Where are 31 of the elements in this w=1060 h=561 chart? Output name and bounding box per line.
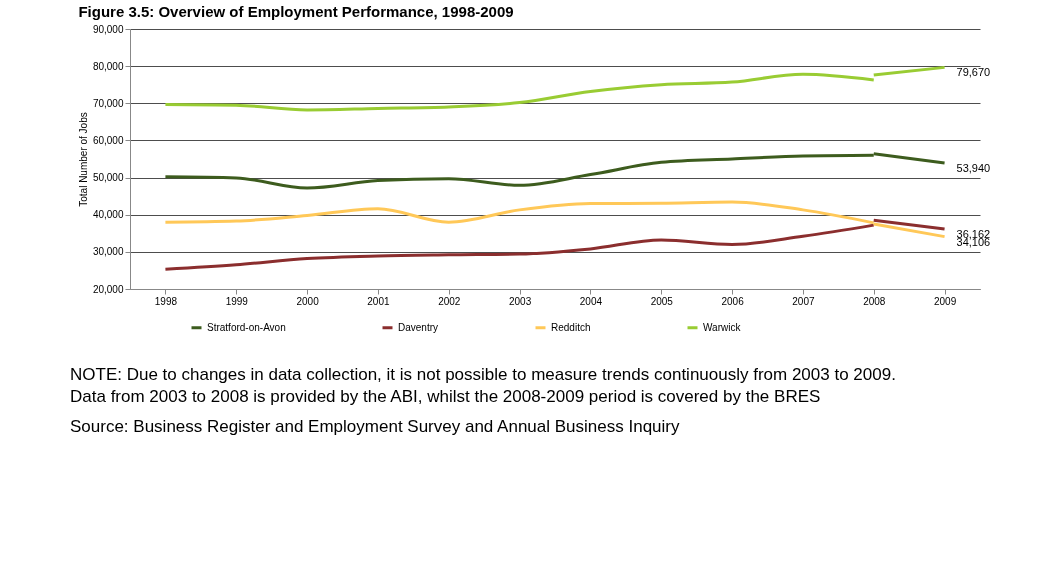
y-axis-title: Total Number of Jobs <box>77 112 89 207</box>
y-tick-label: 50,000 <box>92 172 124 184</box>
y-tick-label: 90,000 <box>92 23 124 35</box>
y-tick-label: 30,000 <box>92 246 124 258</box>
legend-label: Stratford-on-Avon <box>207 321 286 333</box>
data-label: 36,162 <box>956 227 991 240</box>
y-tick-label: 70,000 <box>92 97 124 109</box>
chart-title: Figure 3.5: Overview of Employment Performance, 1998-2009 <box>78 3 514 20</box>
x-tick-label: 2009 <box>933 295 957 307</box>
legend-label: Daventry <box>398 321 439 333</box>
y-tick-label: 60,000 <box>92 134 124 146</box>
x-tick-label: 1998 <box>154 295 178 307</box>
x-tick-label: 2004 <box>579 295 603 307</box>
x-tick-label: 1999 <box>225 295 249 307</box>
x-tick-label: 2002 <box>438 295 461 307</box>
legend-label: Warwick <box>703 321 742 333</box>
x-tick-label: 2003 <box>508 295 532 307</box>
source-note: Source: Business Register and Employment Survey and Annual Business Inquiry <box>70 417 680 436</box>
x-tick-label: 2007 <box>792 295 815 307</box>
y-tick-label: 20,000 <box>92 283 124 295</box>
x-tick-label: 2001 <box>367 295 390 307</box>
data-label: 79,670 <box>956 66 991 79</box>
x-tick-label: 2006 <box>721 295 745 307</box>
y-tick-label: 80,000 <box>92 60 124 72</box>
legend-label: Redditch <box>551 321 591 333</box>
y-tick-label: 40,000 <box>92 209 124 221</box>
x-tick-label: 2000 <box>296 295 320 307</box>
x-tick-label: 2005 <box>650 295 674 307</box>
text: NOTE: Due to changes in data collection, it is not possible to measure trends continuously from 2003 to 2009. Data from 2003 to 2008 is provided by the ABI, whilst the 2008-2009 period is covered by the BRES <box>70 365 896 406</box>
data-label: 53,940 <box>956 161 991 174</box>
x-tick-label: 2008 <box>863 295 886 307</box>
